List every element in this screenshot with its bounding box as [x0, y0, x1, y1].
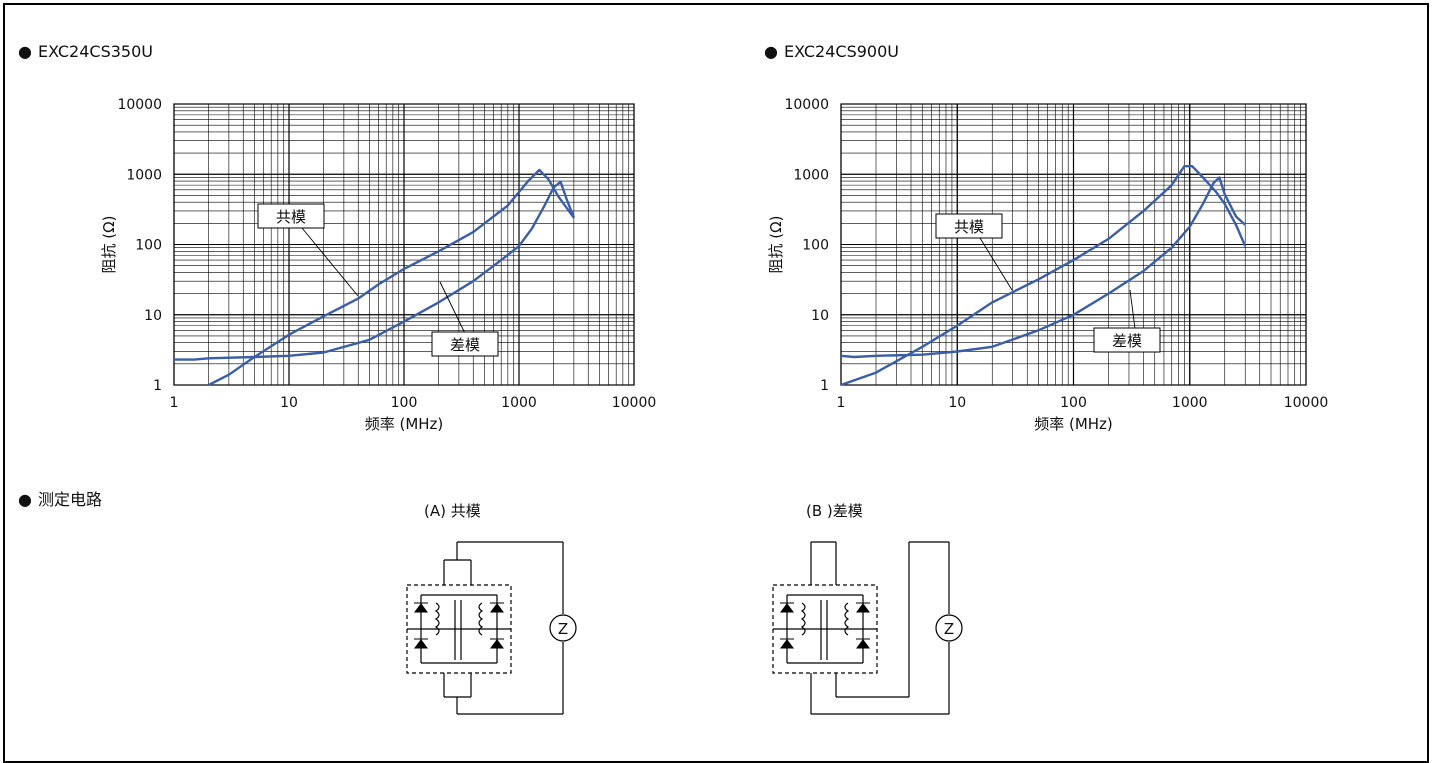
x-tick-label: 1 — [170, 395, 179, 411]
circuit-b-diodes — [780, 602, 870, 649]
y-tick-label: 10000 — [784, 97, 829, 113]
chart1-title: EXC24CS350U — [37, 42, 153, 61]
impedance-meter-label: Z — [944, 620, 954, 638]
circuit-a-title: (A) 共模 — [424, 502, 481, 520]
circuit-a-diodes — [414, 602, 504, 649]
chart-grid — [840, 103, 1307, 386]
callout-label: 差模 — [450, 336, 480, 354]
series-line — [840, 176, 1247, 359]
callout-label: 差模 — [1112, 332, 1142, 350]
x-tick-label: 10000 — [1284, 395, 1329, 411]
impedance-meter-icon — [935, 614, 963, 642]
circuit-b — [772, 541, 963, 715]
series-line — [208, 168, 575, 387]
chart-1: 1 10 100 1000 10000 1 10 100 1000 10000 频率 (MHz) 阻抗… — [100, 97, 656, 433]
plot-frame — [840, 103, 1307, 386]
circuit-heading: ● 测定电路 — [18, 486, 102, 510]
y-axis-label: 阻抗 (Ω) — [767, 216, 785, 274]
callout-box — [935, 213, 1003, 239]
y-tick-label: 100 — [802, 238, 829, 254]
y-tick-label: 1000 — [793, 167, 829, 183]
x-tick-label: 100 — [1060, 395, 1087, 411]
series-line — [174, 180, 576, 361]
x-axis-label: 频率 (MHz) — [365, 415, 444, 433]
y-tick-label: 10 — [811, 308, 829, 324]
bullet-icon: ● — [18, 490, 32, 509]
chart2-title: EXC24CS900U — [783, 42, 899, 61]
callout-leader — [301, 227, 359, 297]
x-tick-label: 10 — [948, 395, 966, 411]
x-tick-label: 1 — [837, 395, 846, 411]
y-tick-label: 100 — [135, 238, 162, 254]
circuit-title: 测定电路 — [37, 490, 102, 509]
bullet-icon: ● — [764, 42, 778, 61]
y-tick-label: 1 — [820, 378, 829, 394]
bullet-icon: ● — [18, 42, 32, 61]
callout-box — [431, 331, 499, 357]
x-tick-label: 10000 — [612, 395, 657, 411]
callout-label: 共模 — [276, 208, 306, 226]
chart1-heading: ● EXC24CS350U — [18, 42, 153, 61]
circuits-canvas: Z Z — [406, 541, 963, 715]
callout-box — [1093, 327, 1161, 353]
circuit-b-title: (B )差模 — [806, 502, 863, 520]
callout-label: 共模 — [954, 218, 984, 236]
y-tick-label: 1000 — [126, 167, 162, 183]
impedance-meter-label: Z — [558, 620, 568, 638]
chart2-heading: ● EXC24CS900U — [764, 42, 899, 61]
y-axis-label: 阻抗 (Ω) — [100, 216, 118, 274]
x-tick-label: 1000 — [1172, 395, 1208, 411]
callout-leader — [979, 237, 1013, 291]
impedance-meter-icon — [549, 614, 577, 642]
y-tick-label: 10 — [144, 308, 162, 324]
chart-2: 1 10 100 1000 10000 1 10 100 1000 10000 频率 (MHz) 阻抗… — [767, 97, 1328, 433]
x-tick-label: 1000 — [501, 395, 537, 411]
y-tick-label: 1 — [153, 378, 162, 394]
x-axis-label: 频率 (MHz) — [1034, 415, 1113, 433]
charts-canvas: 1 10 100 1000 10000 1 10 100 1000 10000 频率 (MHz) 阻抗… — [100, 97, 1328, 433]
series-line — [840, 164, 1247, 387]
y-tick-label: 10000 — [117, 97, 162, 113]
x-tick-label: 10 — [280, 395, 298, 411]
callout-box — [257, 203, 325, 229]
x-tick-label: 100 — [391, 395, 418, 411]
circuit-a — [406, 541, 577, 715]
plot-frame — [173, 103, 635, 386]
